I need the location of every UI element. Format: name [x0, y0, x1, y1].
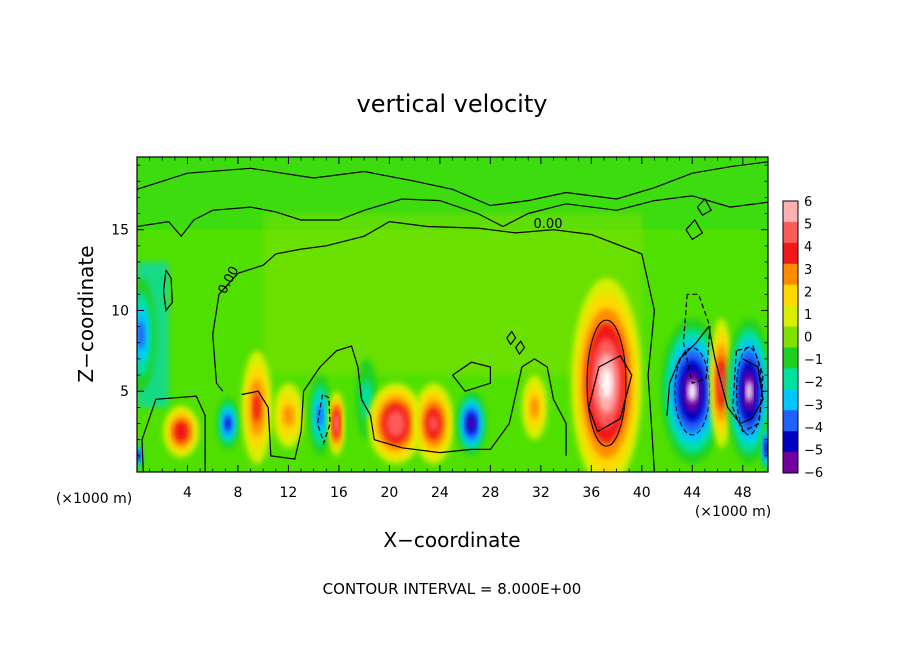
contour-line — [666, 325, 764, 425]
colorbar-swatch — [783, 452, 798, 474]
velocity-cell — [530, 396, 539, 419]
contour-line — [685, 218, 704, 241]
contour-line — [696, 197, 713, 217]
contour-line — [241, 345, 567, 460]
colorbar: 6 5 4 3 2 1 0 −1 −2 −3 −4 −5 −6 — [782, 195, 823, 481]
colorbar-swatch — [783, 431, 798, 453]
velocity-cell — [429, 415, 438, 432]
colorbar-swatch — [783, 368, 798, 390]
chart-title: vertical velocity — [357, 90, 548, 118]
velocity-cell — [335, 418, 338, 429]
contour-line — [674, 347, 711, 436]
x-tick-label: 24 — [431, 485, 449, 501]
x-axis: 4 8 12 16 20 24 28 32 36 40 44 48 — [149, 157, 756, 501]
contour-line — [137, 161, 768, 207]
colorbar-swatch — [783, 284, 798, 306]
colorbar-swatch — [783, 201, 798, 223]
colorbar-label: −3 — [804, 398, 823, 413]
contour-line — [141, 395, 206, 472]
colorbar-swatch — [783, 263, 798, 285]
colorbar-label: 4 — [804, 240, 812, 255]
x-tick-label: 28 — [481, 485, 499, 501]
y-axis: 5 10 15 — [111, 164, 768, 457]
velocity-cell — [361, 379, 373, 420]
velocity-cell — [765, 443, 768, 452]
contour-line — [452, 361, 491, 392]
x-axis-label: X−coordinate — [383, 528, 520, 552]
contour-interval-note: CONTOUR INTERVAL = 8.000E+00 — [323, 580, 582, 598]
contour-line — [212, 334, 224, 392]
x-tick-label: 12 — [280, 485, 298, 501]
x-unit-right: (×1000 m) — [695, 504, 771, 520]
contour-line — [515, 340, 526, 356]
x-tick-label: 32 — [532, 485, 550, 501]
contour-line — [682, 293, 711, 384]
velocity-cell — [391, 416, 401, 431]
y-tick-label: 10 — [111, 303, 129, 319]
colorbar-label: −2 — [804, 376, 823, 391]
contour-line — [588, 354, 633, 433]
velocity-cell — [745, 380, 753, 402]
velocity-cell — [283, 404, 294, 427]
x-tick-label: 48 — [734, 485, 752, 501]
colorbar-label: 6 — [804, 195, 812, 210]
x-tick-label: 40 — [633, 485, 651, 501]
y-tick-label: 15 — [111, 223, 129, 239]
x-tick-label: 44 — [683, 485, 701, 501]
colorbar-label: 0 — [804, 331, 812, 346]
velocity-cell — [253, 393, 261, 422]
colorbar-label: −1 — [804, 353, 823, 368]
colorbar-swatch — [783, 347, 798, 369]
contour-label: 0.00 — [534, 217, 563, 232]
x-tick-label: 8 — [233, 485, 242, 501]
colorbar-label: −5 — [804, 443, 823, 458]
colorbar-swatch — [783, 305, 798, 327]
x-tick-label: 4 — [183, 485, 192, 501]
colorbar-swatch — [783, 242, 798, 265]
contour-line — [316, 393, 331, 445]
contour-lines — [137, 161, 768, 472]
colorbar-label: 2 — [804, 285, 812, 300]
x-unit-left: (×1000 m) — [56, 491, 132, 507]
colorbar-label: −4 — [804, 421, 823, 436]
colorbar-swatch — [783, 326, 798, 348]
colorbar-swatch — [783, 221, 798, 244]
colorbar-swatch — [783, 389, 798, 411]
contour-line — [732, 345, 764, 433]
velocity-cell — [177, 426, 185, 437]
contour-line — [212, 220, 656, 472]
contour-line — [137, 195, 768, 238]
colorbar-swatch — [783, 410, 798, 432]
colorbar-label: 3 — [804, 263, 812, 278]
colorbar-label: −6 — [804, 466, 823, 481]
contour-line — [586, 319, 627, 447]
velocity-cell — [687, 380, 697, 402]
y-axis-label: Z−coordinate — [74, 245, 98, 382]
colorbar-frame — [782, 200, 799, 474]
velocity-cell — [468, 418, 474, 429]
contour-line — [506, 330, 517, 346]
colorbar-label: 1 — [804, 308, 812, 323]
x-tick-label: 20 — [380, 485, 398, 501]
velocity-cell — [137, 320, 145, 349]
colorbar-label: 5 — [804, 218, 812, 233]
velocity-cell — [225, 418, 231, 429]
y-tick-label: 5 — [120, 384, 129, 400]
velocity-cell — [601, 368, 612, 399]
contour-line — [162, 269, 173, 313]
x-tick-label: 16 — [330, 485, 348, 501]
x-tick-label: 36 — [582, 485, 600, 501]
